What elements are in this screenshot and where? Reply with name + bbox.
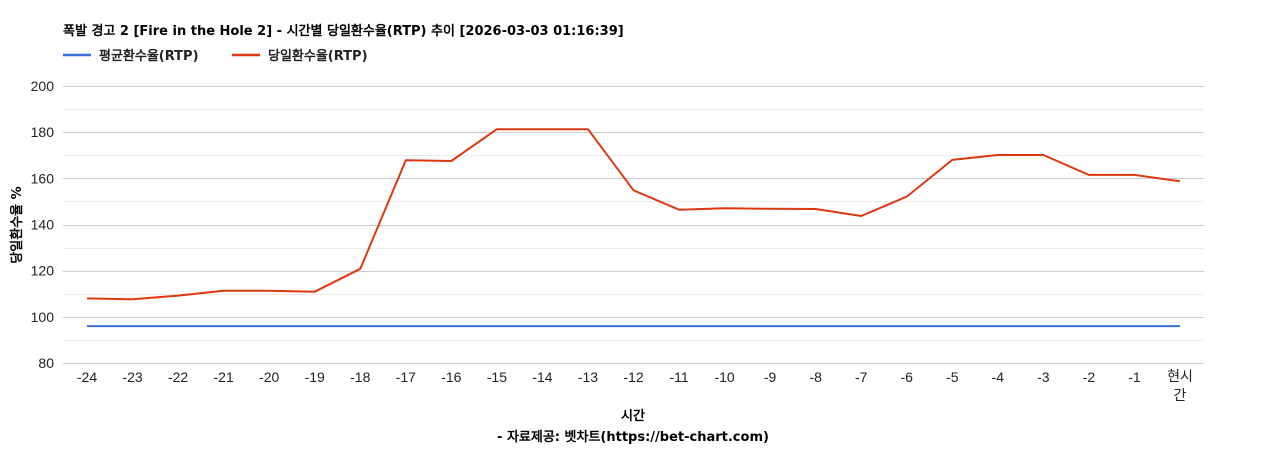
y-axis-ticks: 80 100 120 140 160 180 200 [31, 78, 55, 371]
gridlines [63, 86, 1204, 364]
data-series [86, 128, 1181, 328]
x-tick-label: 현시 간 [1167, 368, 1193, 403]
x-tick-label: -6 [901, 369, 914, 385]
x-tick-label: -7 [855, 369, 868, 385]
x-tick-label: -1 [1128, 369, 1141, 385]
x-tick-label: -18 [350, 369, 370, 385]
x-tick-label: -11 [669, 369, 688, 385]
x-tick-label: -16 [441, 369, 461, 385]
x-axis-title: 시간 [621, 408, 645, 424]
x-tick-label: -22 [168, 369, 188, 385]
y-tick-label: 140 [31, 217, 55, 233]
y-axis-title: 당일환수율 % [9, 186, 25, 263]
x-tick-label: -21 [214, 369, 234, 385]
x-tick-label: -9 [764, 369, 777, 385]
x-tick-label: -23 [122, 369, 142, 385]
x-tick-label: -12 [623, 369, 643, 385]
x-axis-ticks: -24 -23 -22 -21 -20 -19 -18 -17 -16 -15 -14 -13 -12 -… [77, 368, 1193, 403]
legend-label-daily-rtp: 당일환수율(RTP) [268, 48, 368, 64]
y-tick-label: 160 [31, 170, 55, 186]
legend-label-average-rtp: 평균환수율(RTP) [99, 48, 199, 64]
x-tick-label: -19 [305, 369, 325, 385]
y-tick-label: 80 [38, 355, 54, 371]
data-source-credit: - 자료제공: 벳차트(https://bet-chart.com) [497, 429, 769, 445]
x-tick-label: -3 [1037, 369, 1050, 385]
x-tick-label: -8 [809, 369, 822, 385]
x-tick-label: -13 [578, 369, 598, 385]
y-tick-label: 200 [31, 78, 55, 94]
x-tick-label: -4 [992, 369, 1005, 385]
x-tick-label: -5 [946, 369, 959, 385]
x-tick-label: -20 [259, 369, 279, 385]
x-tick-label: -15 [487, 369, 507, 385]
legend-item-daily-rtp[interactable]: 당일환수율(RTP) [232, 48, 368, 64]
x-tick-label: -10 [714, 369, 734, 385]
x-tick-label: -2 [1083, 369, 1096, 385]
daily-rtp-line[interactable] [86, 128, 1181, 301]
y-tick-label: 120 [31, 263, 55, 279]
x-tick-label: -17 [396, 369, 416, 385]
x-tick-label: -14 [532, 369, 552, 385]
y-tick-label: 180 [31, 124, 55, 140]
y-tick-label: 100 [31, 309, 55, 325]
legend: 평균환수율(RTP) 당일환수율(RTP) [63, 48, 368, 64]
x-tick-label: -24 [77, 369, 97, 385]
legend-item-average-rtp[interactable]: 평균환수율(RTP) [63, 48, 199, 64]
chart-title: 폭발 경고 2 [Fire in the Hole 2] - 시간별 당일환수율… [63, 23, 624, 39]
